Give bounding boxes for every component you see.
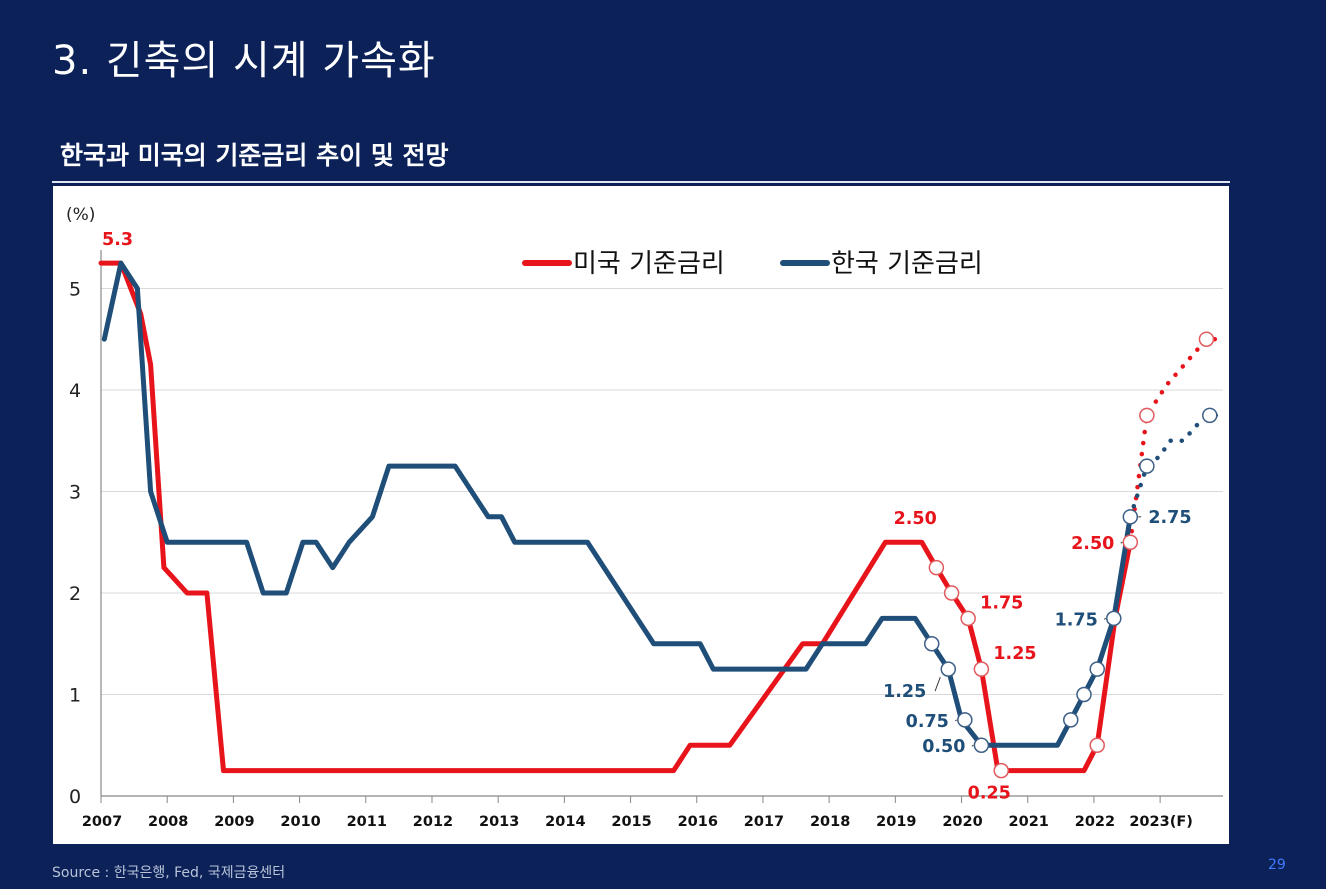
kr-rate-marker [1076, 686, 1092, 703]
annotation-leader-line [1103, 617, 1107, 620]
x-tick-label: 2019 [876, 814, 916, 830]
kr-rate-marker [940, 661, 957, 677]
us-rate-marker [1089, 737, 1105, 753]
us-rate-marker [960, 610, 976, 627]
x-tick-label: 2012 [413, 814, 453, 830]
kr-rate-marker [1202, 407, 1218, 424]
x-tick-label: 2015 [611, 814, 651, 830]
x-tick-label: 2014 [545, 814, 585, 830]
us-rate-marker [1139, 407, 1155, 424]
x-tick-label: 2021 [1009, 814, 1049, 830]
x-tick-label: 2016 [678, 814, 718, 830]
x-tick-label: 2017 [744, 814, 784, 830]
x-tick-label: 2018 [810, 814, 850, 830]
us-rate-marker [943, 585, 960, 601]
x-tick-label: 2022 [1075, 814, 1115, 830]
x-tick-label: 2007 [82, 814, 122, 830]
us-rate-marker [993, 762, 1009, 779]
y-tick-label: 1 [69, 684, 81, 706]
legend-label-us: 미국 기준금리 [573, 249, 725, 279]
kr-rate-marker [1139, 458, 1155, 474]
annotation-leader-line [1120, 541, 1123, 544]
y-tick-label: 5 [69, 278, 81, 300]
x-tick-label: 2009 [214, 814, 254, 830]
kr-rate-line [101, 260, 1133, 748]
us-rate-marker [1198, 331, 1215, 347]
x-tick-label: 2010 [280, 814, 320, 830]
y-axis-unit-label: (%) [66, 205, 95, 225]
annotation-leader-line [954, 719, 958, 722]
y-tick-label: 4 [69, 380, 81, 402]
kr-rate-marker [973, 737, 990, 753]
slide-title: 3. 긴축의 시계 가속화 [52, 38, 436, 84]
data-label-kr: 1.75 [1055, 610, 1098, 630]
data-label-us: 5.3 [102, 230, 133, 250]
kr-rate-marker [957, 712, 973, 728]
data-label-us: 1.75 [980, 593, 1023, 613]
us-rate-line [98, 260, 1133, 774]
data-label-kr: 2.75 [1148, 508, 1191, 528]
us-rate-marker [928, 559, 945, 576]
legend-label-kr: 한국 기준금리 [831, 249, 983, 279]
title-divider [52, 181, 1230, 183]
kr-rate-marker [1063, 712, 1079, 728]
kr-rate-marker [923, 635, 940, 652]
y-tick-label: 0 [69, 786, 81, 808]
x-tick-label: 2013 [479, 814, 519, 830]
x-tick-label: 2023(F) [1129, 814, 1193, 830]
data-label-us: 1.25 [993, 644, 1036, 664]
chart-subtitle: 한국과 미국의 기준금리 추이 및 전망 [60, 141, 449, 170]
kr-rate-marker [1122, 509, 1139, 525]
data-label-kr: 0.50 [922, 737, 965, 757]
x-tick-label: 2008 [148, 814, 188, 830]
annotation-leader-line [934, 676, 941, 692]
source-note: Source : 한국은행, Fed, 국제금융센터 [52, 865, 286, 881]
data-label-us: 2.50 [1071, 534, 1114, 554]
annotation-leader-line [971, 744, 974, 747]
y-tick-label: 2 [69, 583, 81, 605]
page-number: 29 [1268, 857, 1286, 873]
data-label-kr: 0.75 [906, 712, 949, 732]
chart-panel: 0 1 2 3 4 5 (%) 2007 2008 2009 2010 2011 2012 2013 201… [53, 186, 1229, 844]
y-tick-label: 3 [69, 481, 81, 503]
x-tick-label: 2011 [347, 814, 387, 830]
rate-chart: 0 1 2 3 4 5 (%) 2007 2008 2009 2010 2011 2012 2013 201… [66, 205, 1223, 830]
kr-rate-marker [1089, 661, 1105, 677]
us-rate-marker [1122, 534, 1139, 550]
data-label-us: 2.50 [894, 509, 937, 529]
kr-rate-marker [1106, 610, 1122, 627]
x-tick-label: 2020 [942, 814, 982, 830]
data-label-us: 0.25 [968, 784, 1011, 804]
us-rate-marker [973, 661, 990, 677]
data-label-kr: 1.25 [883, 682, 926, 702]
